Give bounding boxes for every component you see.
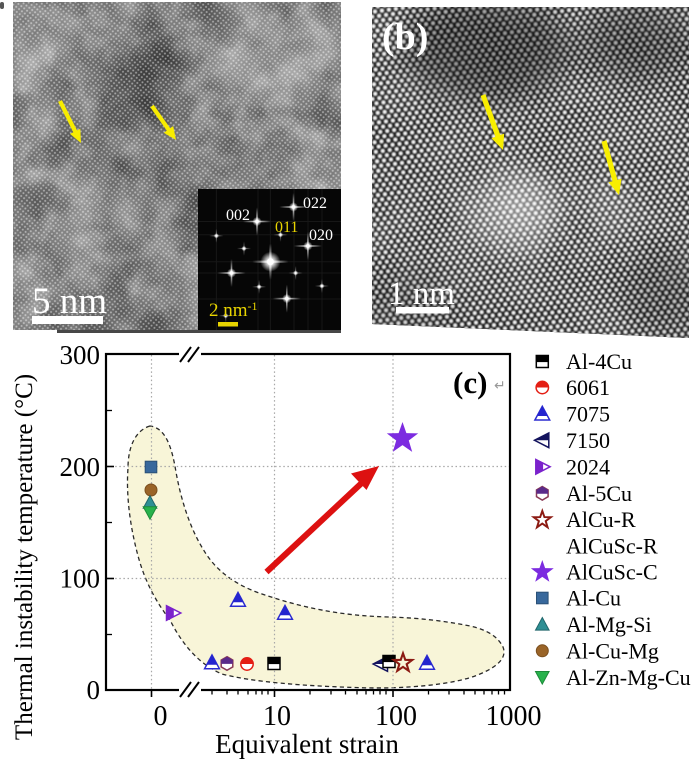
svg-text:AlCuSc-R: AlCuSc-R: [566, 534, 658, 559]
svg-text:6061: 6061: [566, 375, 610, 400]
svg-text:AlCu-R: AlCu-R: [566, 507, 636, 532]
svg-text:10: 10: [263, 701, 291, 732]
svg-text:(c): (c): [453, 365, 487, 400]
svg-text:AlCuSc-C: AlCuSc-C: [566, 560, 658, 585]
svg-text:Al-Mg-Si: Al-Mg-Si: [566, 612, 652, 637]
svg-text:022: 022: [303, 195, 327, 212]
svg-text:2 nm-1: 2 nm-1: [209, 299, 258, 321]
svg-text:Al-4Cu: Al-4Cu: [566, 349, 632, 374]
svg-text:200: 200: [60, 452, 101, 482]
svg-text:020: 020: [309, 227, 333, 244]
svg-text:↵: ↵: [494, 379, 506, 394]
svg-text:2024: 2024: [566, 454, 610, 479]
svg-text:0: 0: [87, 675, 101, 705]
svg-text:300: 300: [60, 340, 101, 370]
svg-text:7075: 7075: [566, 401, 610, 426]
svg-text:Al-Zn-Mg-Cu: Al-Zn-Mg-Cu: [566, 665, 691, 690]
svg-text:5 nm: 5 nm: [32, 281, 107, 322]
svg-text:Thermal instability temperatur: Thermal instability temperature (°C): [11, 374, 38, 740]
svg-text:Equivalent strain: Equivalent strain: [215, 729, 399, 759]
svg-text:7150: 7150: [566, 428, 610, 453]
svg-text:Al-Cu-Mg: Al-Cu-Mg: [566, 638, 659, 663]
svg-text:100: 100: [60, 564, 101, 594]
svg-text:Al-Cu: Al-Cu: [566, 586, 621, 611]
svg-text:1 nm: 1 nm: [388, 276, 455, 312]
svg-text:0: 0: [154, 701, 168, 732]
svg-text:(b): (b): [382, 16, 428, 58]
svg-text:002: 002: [226, 207, 250, 224]
svg-text:011: 011: [275, 219, 298, 236]
svg-text:100: 100: [375, 701, 417, 732]
svg-text:1000: 1000: [486, 701, 542, 732]
svg-text:Al-5Cu: Al-5Cu: [566, 481, 632, 506]
